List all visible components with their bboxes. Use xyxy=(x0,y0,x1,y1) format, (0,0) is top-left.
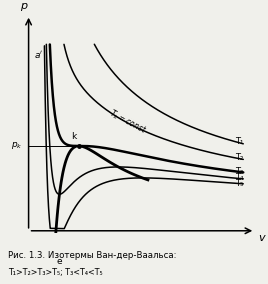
Text: T₅: T₅ xyxy=(235,179,243,188)
Text: T₃: T₃ xyxy=(235,167,243,176)
Text: $a'$: $a'$ xyxy=(34,49,44,60)
Text: $T_k=const$: $T_k=const$ xyxy=(107,106,149,136)
Text: Рис. 1.3. Изотермы Ван-дер-Ваальса:: Рис. 1.3. Изотермы Ван-дер-Ваальса: xyxy=(8,251,177,260)
Text: T₁: T₁ xyxy=(235,137,243,146)
Text: $p_k$: $p_k$ xyxy=(11,141,23,151)
Text: T₄: T₄ xyxy=(235,174,243,183)
Text: e: e xyxy=(57,257,62,266)
Text: T₂: T₂ xyxy=(235,153,243,162)
Text: T₁>T₂>T₃>T₅; T₃<T₄<T₅: T₁>T₂>T₃>T₅; T₃<T₄<T₅ xyxy=(8,268,103,277)
Text: $p$: $p$ xyxy=(20,1,28,13)
Text: $v$: $v$ xyxy=(258,233,266,243)
Text: k: k xyxy=(71,132,76,141)
